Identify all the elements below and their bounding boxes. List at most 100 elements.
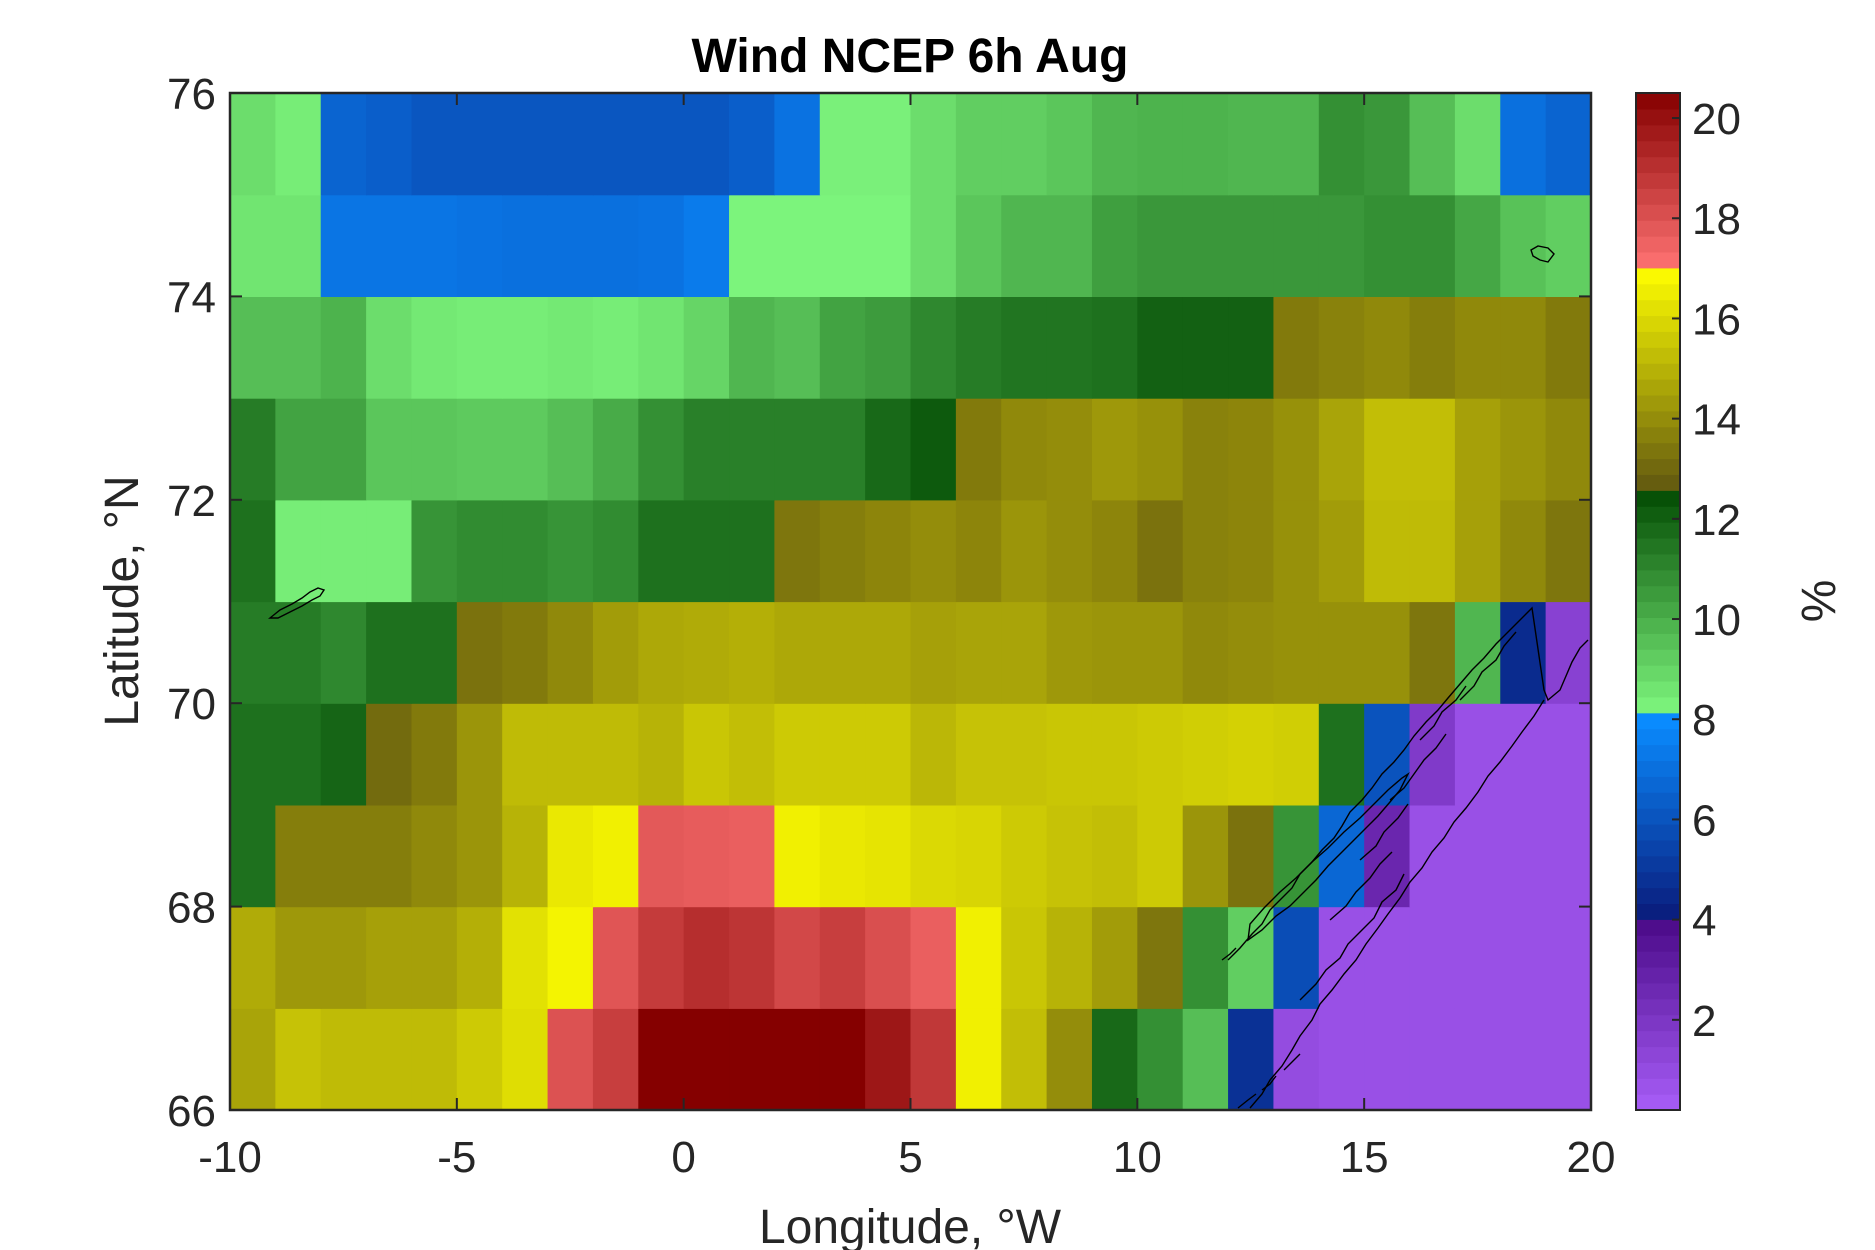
heatmap-cell — [955, 398, 1002, 501]
colorbar-band — [1636, 236, 1680, 253]
colorbar-band — [1636, 808, 1680, 825]
heatmap-cell — [1500, 1008, 1547, 1110]
heatmap-cell — [320, 906, 367, 1009]
heatmap-cell — [1364, 296, 1411, 399]
heatmap-cell — [1454, 804, 1501, 908]
heatmap-cell — [1273, 499, 1320, 603]
heatmap-cell — [230, 194, 276, 297]
heatmap-cell — [1318, 499, 1365, 603]
heatmap-cell — [1409, 1008, 1456, 1110]
colorbar-band — [1636, 426, 1680, 444]
heatmap-cell — [683, 703, 730, 806]
colorbar-band — [1636, 585, 1680, 603]
heatmap-cell — [320, 398, 367, 501]
colorbar-band — [1636, 951, 1680, 968]
y-tick-label: 74 — [167, 273, 216, 322]
heatmap-cell — [729, 804, 775, 908]
heatmap-cell — [1046, 296, 1093, 399]
heatmap-cell — [320, 93, 367, 196]
heatmap-cell — [1545, 499, 1591, 603]
heatmap-cell — [592, 398, 639, 501]
heatmap-cell — [1228, 93, 1275, 196]
heatmap-cell — [275, 398, 322, 501]
heatmap-cell — [366, 296, 413, 399]
heatmap-cell — [547, 804, 594, 908]
colorbar-band — [1636, 172, 1680, 189]
heatmap-cell — [729, 398, 775, 501]
colorbar-band — [1636, 490, 1680, 507]
heatmap-cell — [774, 1008, 821, 1110]
heatmap-cell — [592, 93, 639, 196]
colorbar-band — [1636, 1014, 1680, 1032]
heatmap-cell — [910, 499, 957, 603]
colorbar-band — [1636, 776, 1680, 793]
heatmap-cell — [1228, 194, 1275, 297]
heatmap-cell — [1409, 194, 1456, 297]
heatmap-cell — [230, 296, 276, 399]
heatmap-cell — [411, 601, 458, 704]
heatmap-cell — [1409, 703, 1456, 806]
heatmap-cell — [1364, 906, 1411, 1009]
heatmap-cell — [547, 601, 594, 704]
heatmap-cell — [1001, 1008, 1048, 1110]
colorbar-band — [1636, 680, 1680, 698]
coastline-jan-mayen — [268, 587, 326, 619]
heatmap-cell — [275, 804, 322, 908]
heatmap-cell — [1001, 499, 1048, 603]
colorbar-label: % — [1791, 580, 1844, 623]
heatmap-cell — [1364, 93, 1411, 196]
heatmap-cell — [1364, 499, 1411, 603]
colorbar-band — [1636, 410, 1680, 428]
heatmap-cell — [910, 906, 957, 1009]
heatmap-cell — [411, 906, 458, 1009]
colorbar-band — [1636, 537, 1680, 555]
heatmap-cell — [865, 296, 912, 399]
heatmap-cell — [1182, 906, 1229, 1009]
heatmap-cell — [411, 499, 458, 603]
heatmap-cell — [1364, 194, 1411, 297]
heatmap-cell — [502, 194, 549, 297]
heatmap-cell — [456, 194, 503, 297]
heatmap-cell — [683, 296, 730, 399]
heatmap-cell — [456, 296, 503, 399]
heatmap-cell — [910, 1008, 957, 1110]
heatmap-cell — [1273, 398, 1320, 501]
colorbar-tick-label: 2 — [1692, 997, 1716, 1046]
heatmap-cell — [592, 906, 639, 1009]
heatmap-cell — [638, 804, 685, 908]
colorbar-band — [1636, 696, 1680, 714]
heatmap-cell — [910, 194, 957, 297]
heatmap-cell — [729, 601, 775, 704]
heatmap-cell — [1046, 804, 1093, 908]
colorbar-tick-label: 12 — [1692, 496, 1741, 545]
colorbar-band — [1636, 998, 1680, 1016]
heatmap-cell — [774, 93, 821, 196]
heatmap-cell — [275, 703, 322, 806]
heatmap-cell — [230, 906, 276, 1009]
heatmap-cell — [1409, 804, 1456, 908]
heatmap-cell — [1182, 499, 1229, 603]
heatmap-cell — [910, 601, 957, 704]
heatmap-cell — [1545, 296, 1591, 399]
heatmap-cell — [1091, 296, 1138, 399]
heatmap-cell — [683, 194, 730, 297]
heatmap-cell — [955, 601, 1002, 704]
heatmap-cell — [366, 194, 413, 297]
colorbar-band — [1636, 140, 1680, 158]
colorbar-band — [1636, 156, 1680, 174]
colorbar-band — [1636, 601, 1680, 618]
heatmap-cell — [729, 703, 775, 806]
heatmap-cell — [592, 296, 639, 399]
heatmap-cell — [1500, 499, 1547, 603]
heatmap-cell — [411, 398, 458, 501]
colorbar-band — [1636, 108, 1680, 126]
heatmap-cell — [230, 398, 276, 501]
colorbar-band — [1636, 903, 1680, 920]
heatmap-cell — [638, 398, 685, 501]
colorbar-band — [1636, 442, 1680, 460]
y-tick-label: 76 — [167, 70, 216, 119]
heatmap-cell — [1228, 601, 1275, 704]
heatmap-cell — [366, 601, 413, 704]
heatmap-cell — [456, 703, 503, 806]
heatmap-cell — [865, 703, 912, 806]
